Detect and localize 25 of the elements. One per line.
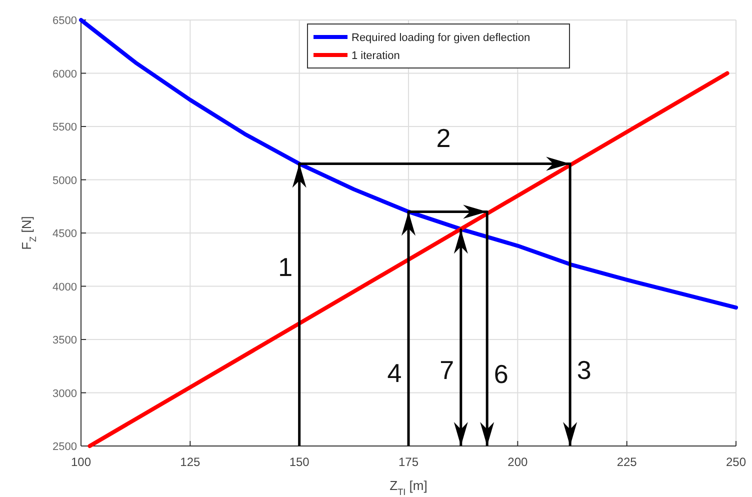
x-axis-title: Z$_{TI}$ [m] <box>390 478 428 497</box>
legend-label: Required loading for given deflection <box>352 32 530 44</box>
x-tick-label: 225 <box>616 455 638 469</box>
annotation: 4 <box>387 358 402 388</box>
y-tick-label: 4000 <box>52 281 77 294</box>
y-tick-label: 5500 <box>52 122 77 134</box>
y-tick-label: 2500 <box>52 441 77 453</box>
y-tick-label: 3000 <box>52 388 77 400</box>
x-tick-label: 150 <box>289 455 310 469</box>
y-tick-label: 3500 <box>52 334 77 346</box>
annotation: 6 <box>494 359 508 390</box>
x-tick-label: 125 <box>180 455 200 469</box>
annotation: 7 <box>440 354 454 385</box>
x-tick-label: 200 <box>508 455 528 469</box>
y-tick-label: 5000 <box>52 174 77 187</box>
x-tick-label: 250 <box>726 455 746 469</box>
y-tick-label: 6500 <box>52 15 77 27</box>
annotation: 2 <box>436 122 451 153</box>
annotation: 1 <box>278 252 293 282</box>
legend-label: 1 iteration <box>352 50 400 62</box>
x-tick-label: 175 <box>398 455 419 469</box>
annotation: 3 <box>576 354 592 385</box>
y-tick-label: 4500 <box>52 228 77 240</box>
y-tick-label: 6000 <box>52 68 77 80</box>
x-tick-label: 100 <box>70 455 92 469</box>
